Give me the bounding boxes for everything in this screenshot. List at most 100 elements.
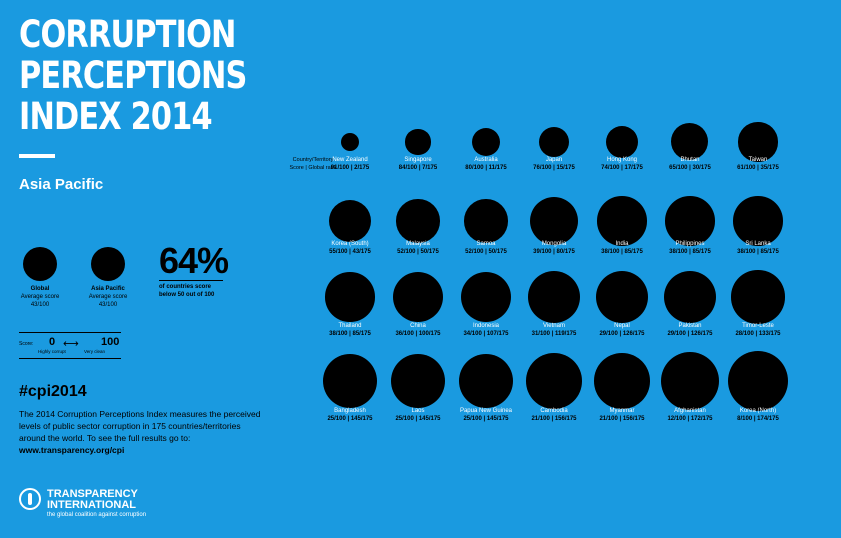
grid-header-line-1: Country/Territory	[292, 157, 334, 163]
hashtag: #cpi2014	[19, 383, 87, 400]
country-score-dot	[325, 272, 375, 322]
country-score-dot	[340, 132, 360, 152]
global-sub: Average score	[20, 294, 60, 300]
asia-sub: Average score	[88, 294, 128, 300]
country-score-dot	[390, 353, 446, 409]
page-title: CORRUPTION PERCEPTIONS INDEX 2014	[19, 13, 247, 138]
country-score-dot	[597, 196, 647, 246]
country-score: 55/100 | 43/175	[329, 249, 371, 255]
stat-text: of countries score below 50 out of 100	[159, 283, 239, 299]
country-score: 38/100 | 85/175	[329, 331, 371, 337]
country-score: 34/100 | 107/175	[463, 331, 509, 337]
double-arrow-icon: ⟷	[63, 338, 79, 350]
scale-high-desc: Very clean	[84, 349, 106, 354]
scale-low: 0	[49, 336, 56, 348]
country-name: Vietnam	[543, 323, 565, 329]
title-line-3: INDEX 2014	[19, 95, 213, 138]
country-score: 28/100 | 133/175	[735, 331, 781, 337]
country-score-dot	[538, 126, 570, 158]
country-name: Pakistan	[678, 323, 702, 329]
country-name: New Zealand	[332, 157, 368, 163]
country-name: Mongolia	[541, 241, 567, 247]
country-name: Japan	[545, 157, 563, 163]
country-score: 52/100 | 50/175	[465, 249, 507, 255]
title-divider	[19, 154, 55, 158]
country-name: Philippines	[675, 241, 705, 247]
country-score-dot	[731, 270, 785, 324]
country-score-dot	[606, 126, 638, 158]
country-score-dot	[526, 353, 582, 409]
country-score: 21/100 | 156/175	[531, 416, 577, 422]
country-score-dot	[392, 271, 443, 322]
asia-average-dot	[91, 247, 125, 281]
asia-score: 43/100	[98, 302, 118, 308]
global-average-label: Global Average score 43/100	[10, 285, 70, 309]
country-score-dot	[329, 200, 371, 242]
country-score: 74/100 | 17/175	[601, 165, 643, 171]
country-score-dot	[472, 128, 500, 156]
country-score-dot	[396, 199, 440, 243]
stat-underline	[159, 280, 223, 281]
country-score-dot	[528, 271, 580, 323]
country-score-dot	[663, 270, 717, 324]
country-score: 38/100 | 85/175	[601, 249, 643, 255]
global-label: Global	[30, 286, 50, 292]
country-name: Australia	[474, 157, 498, 163]
country-score-dot	[460, 271, 512, 323]
country-name: Nepal	[614, 323, 630, 329]
scale-low-desc: Highly corrupt	[38, 349, 66, 354]
country-score-dot	[595, 270, 649, 324]
country-name: Hong Kong	[606, 157, 638, 163]
country-name: Indonesia	[472, 323, 500, 329]
country-name: Timor-Leste	[742, 323, 774, 329]
grid-header-line-2: Score | Global rank	[289, 165, 337, 171]
country-score: 76/100 | 15/175	[533, 165, 575, 171]
country-score: 25/100 | 145/175	[395, 416, 441, 422]
stat-line-1: of countries score	[159, 284, 212, 290]
country-score: 91/100 | 2/175	[330, 165, 370, 171]
country-score-dot	[733, 196, 783, 246]
title-line-2: PERCEPTIONS	[19, 54, 247, 97]
country-score: 21/100 | 156/175	[599, 416, 645, 422]
country-score-dot	[529, 196, 579, 246]
country-score: 38/100 | 85/175	[737, 249, 779, 255]
country-score-dot	[738, 122, 778, 162]
asia-average-label: Asia Pacific Average score 43/100	[78, 285, 138, 309]
country-name: Bhutan	[680, 157, 700, 163]
country-score: 84/100 | 7/175	[398, 165, 438, 171]
country-name: China	[410, 323, 426, 329]
global-score: 43/100	[30, 302, 50, 308]
country-name: Samoa	[476, 241, 496, 247]
country-name: Laos	[411, 408, 425, 414]
country-name: Bangladesh	[334, 408, 366, 414]
country-score: 12/100 | 172/175	[667, 416, 713, 422]
country-score: 31/100 | 119/175	[531, 331, 577, 337]
country-name: Taiwan	[748, 157, 768, 163]
grid-header: Country/Territory Score | Global rank	[278, 156, 348, 172]
country-score: 8/100 | 174/175	[737, 416, 779, 422]
global-average-dot	[23, 247, 57, 281]
scale-label: Score:	[19, 341, 34, 347]
country-score: 25/100 | 145/175	[463, 416, 509, 422]
ti-logo-icon	[19, 488, 41, 510]
logo-line-1: TRANSPARENCY	[47, 488, 138, 500]
country-score: 80/100 | 11/175	[465, 165, 507, 171]
country-name: Korea (South)	[331, 241, 369, 247]
country-name: India	[615, 241, 629, 247]
country-score-dot	[665, 196, 715, 246]
asia-label: Asia Pacific	[91, 286, 125, 292]
country-name: Papua New Guinea	[459, 408, 513, 414]
country-score: 39/100 | 80/175	[533, 249, 575, 255]
country-name: Singapore	[404, 157, 432, 163]
country-score-dot	[458, 353, 514, 409]
stat-line-2: below 50 out of 100	[159, 292, 215, 298]
title-line-1: CORRUPTION	[19, 13, 236, 56]
country-score: 52/100 | 50/175	[397, 249, 439, 255]
country-name: Afghanistan	[674, 408, 706, 414]
results-link[interactable]: www.transparency.org/cpi	[19, 445, 125, 455]
country-score: 29/100 | 126/175	[667, 331, 713, 337]
region-heading: Asia Pacific	[19, 176, 104, 193]
country-score-dot	[671, 123, 709, 161]
logo-line-2: INTERNATIONAL	[47, 499, 137, 511]
